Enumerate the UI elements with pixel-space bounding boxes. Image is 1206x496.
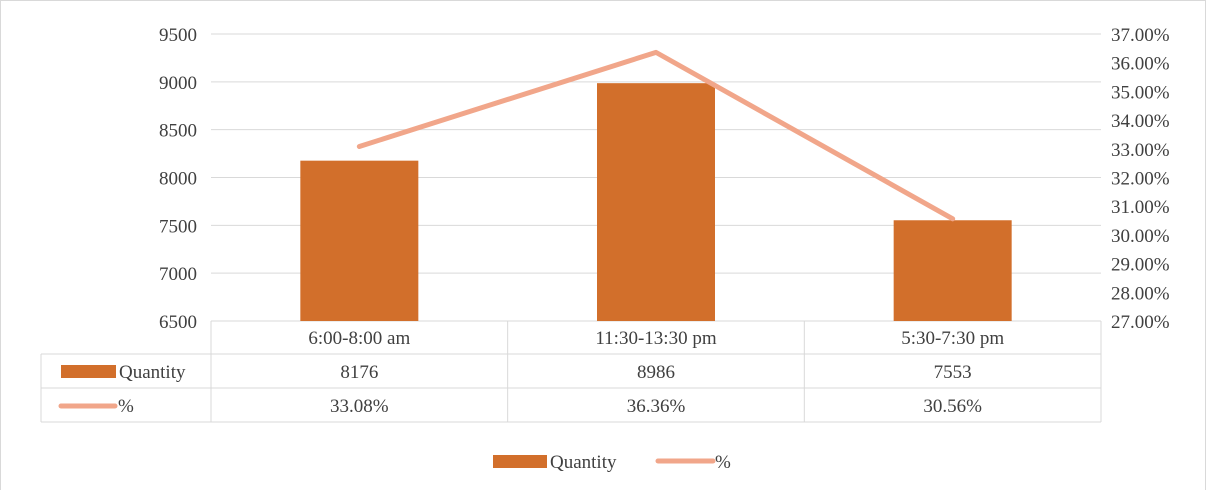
x-tick-label: 5:30-7:30 pm (901, 328, 1004, 349)
legend-label: Quantity (550, 452, 617, 473)
y-right-tick-label: 30.00% (1111, 226, 1170, 247)
y-left-tick-label: 7000 (159, 264, 197, 285)
y-right-tick-label: 27.00% (1111, 312, 1170, 333)
y-left-tick-label: 9000 (159, 73, 197, 94)
legend-label: % (715, 452, 731, 473)
legend: Quantity% (493, 452, 731, 473)
y-right-tick-label: 33.00% (1111, 140, 1170, 161)
y-left-tick-label: 8500 (159, 121, 197, 142)
y-right-tick-label: 29.00% (1111, 255, 1170, 276)
y-right-tick-label: 31.00% (1111, 197, 1170, 218)
data-label: 36.36% (627, 396, 686, 417)
x-tick-label: 6:00-8:00 am (308, 328, 410, 349)
y-right-tick-label: 28.00% (1111, 283, 1170, 304)
table-row-label: % (118, 396, 134, 417)
data-label: 7553 (934, 362, 972, 383)
data-table: 6:00-8:00 am 11:30-13:30 pm 5:30-7:30 pm Qu… (41, 321, 1101, 422)
data-label: 30.56% (923, 396, 982, 417)
table-key-bar-icon (61, 365, 116, 378)
y-right-tick-label: 32.00% (1111, 169, 1170, 190)
data-label: 33.08% (330, 396, 389, 417)
legend-bar-icon (493, 455, 547, 468)
y-left-tick-label: 6500 (159, 312, 197, 333)
y-right-tick-label: 35.00% (1111, 82, 1170, 103)
bar (300, 161, 418, 321)
y-right-tick-label: 34.00% (1111, 111, 1170, 132)
bar (894, 220, 1012, 321)
bar-series (300, 83, 1011, 321)
table-row-label: Quantity (119, 362, 186, 383)
x-tick-label: 11:30-13:30 pm (595, 328, 716, 349)
left-axis: 9500 9000 8500 8000 7500 7000 6500 (159, 25, 197, 333)
y-left-tick-label: 7500 (159, 216, 197, 237)
y-left-tick-label: 9500 (159, 25, 197, 46)
data-label: 8176 (340, 362, 378, 383)
y-left-tick-label: 8000 (159, 169, 197, 190)
bar (597, 83, 715, 321)
data-label: 8986 (637, 362, 675, 383)
y-right-tick-label: 37.00% (1111, 25, 1170, 46)
right-axis: 37.00% 36.00% 35.00% 34.00% 33.00% 32.00% 31.0… (1111, 25, 1170, 333)
y-right-tick-label: 36.00% (1111, 54, 1170, 75)
